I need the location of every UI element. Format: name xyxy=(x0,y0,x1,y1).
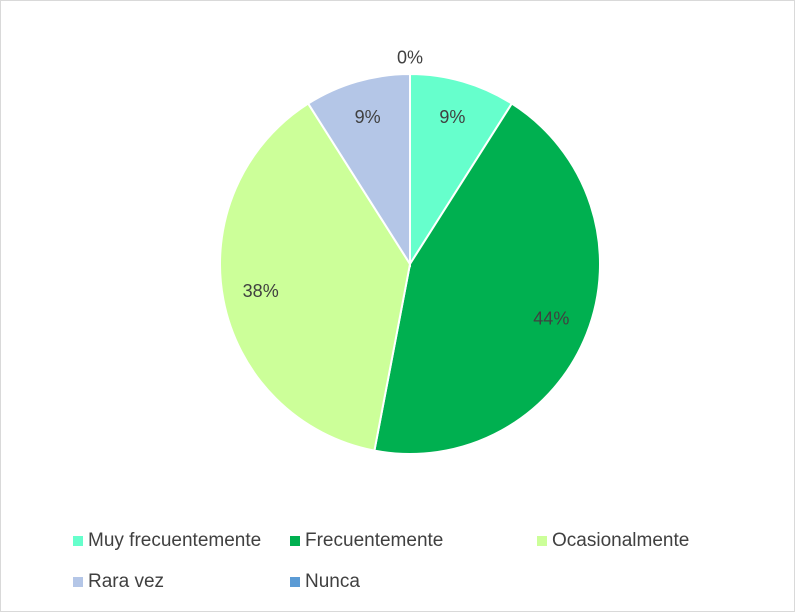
data-label: 38% xyxy=(243,281,279,301)
legend-label: Muy frecuentemente xyxy=(88,530,261,551)
legend-label: Ocasionalmente xyxy=(552,530,689,551)
pie-slice xyxy=(409,72,514,268)
data-label: 9% xyxy=(439,107,465,127)
legend-swatch xyxy=(290,577,300,587)
legend-label: Rara vez xyxy=(88,571,164,592)
legend-swatch xyxy=(73,577,83,587)
legend-label: Frecuentemente xyxy=(305,530,443,551)
legend-label: Nunca xyxy=(305,571,360,592)
data-label: 9% xyxy=(355,107,381,127)
pie-slice xyxy=(373,102,601,455)
legend-swatch xyxy=(290,536,300,546)
legend-swatch xyxy=(73,536,83,546)
pie-slice xyxy=(306,72,411,268)
data-label: 0% xyxy=(397,48,423,68)
data-label: 44% xyxy=(533,309,569,329)
legend-swatch xyxy=(537,536,547,546)
